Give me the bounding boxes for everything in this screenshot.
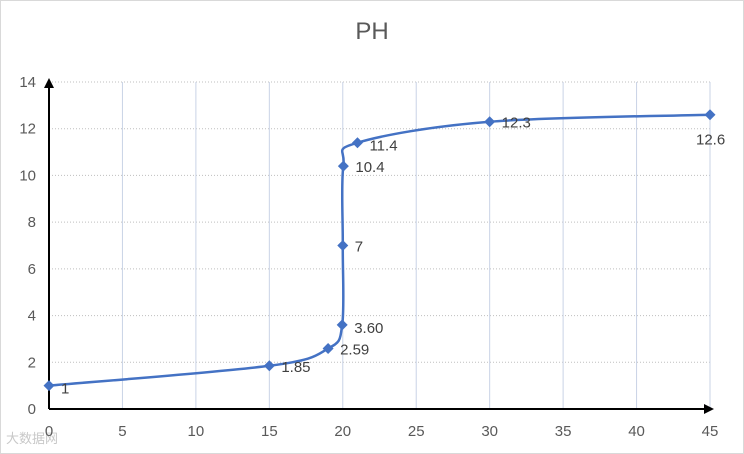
data-point <box>337 240 349 251</box>
data-label: 1.85 <box>281 359 310 376</box>
data-point <box>351 137 363 149</box>
data-label: 11.4 <box>369 138 397 155</box>
x-tick-label: 35 <box>555 423 572 440</box>
x-tick-label: 25 <box>408 423 425 440</box>
data-point <box>322 343 334 355</box>
y-tick-label: 2 <box>28 354 36 371</box>
y-tick-label: 14 <box>19 74 36 91</box>
data-point <box>43 380 55 392</box>
x-tick-label: 20 <box>334 423 351 440</box>
y-tick-label: 8 <box>28 214 36 231</box>
x-tick-label: 5 <box>118 423 126 440</box>
y-tick-label: 4 <box>28 308 36 325</box>
x-tick-label: 0 <box>45 423 53 440</box>
data-label: 12.3 <box>502 115 531 132</box>
x-tick-label: 30 <box>481 423 498 440</box>
data-point <box>704 109 716 121</box>
x-tick-label: 40 <box>628 423 645 440</box>
series-line <box>48 113 711 387</box>
data-label: 12.6 <box>696 132 725 149</box>
data-label: 7 <box>355 239 363 256</box>
data-point <box>336 319 348 331</box>
data-label: 3.60 <box>354 320 383 337</box>
x-tick-label: 15 <box>261 423 278 440</box>
data-point <box>484 116 496 128</box>
data-point <box>337 160 349 172</box>
y-tick-label: 12 <box>19 121 36 138</box>
data-label: 2.59 <box>340 342 369 359</box>
y-tick-label: 6 <box>28 261 36 278</box>
data-point <box>263 360 275 372</box>
y-tick-label: 10 <box>19 167 36 184</box>
x-tick-label: 10 <box>188 423 205 440</box>
chart-title: PH <box>355 18 389 45</box>
data-label: 10.4 <box>355 159 384 176</box>
y-tick-label: 0 <box>28 401 36 418</box>
x-tick-label: 45 <box>702 423 719 440</box>
watermark: 大数据网 <box>6 431 59 446</box>
data-label: 1 <box>61 381 69 398</box>
